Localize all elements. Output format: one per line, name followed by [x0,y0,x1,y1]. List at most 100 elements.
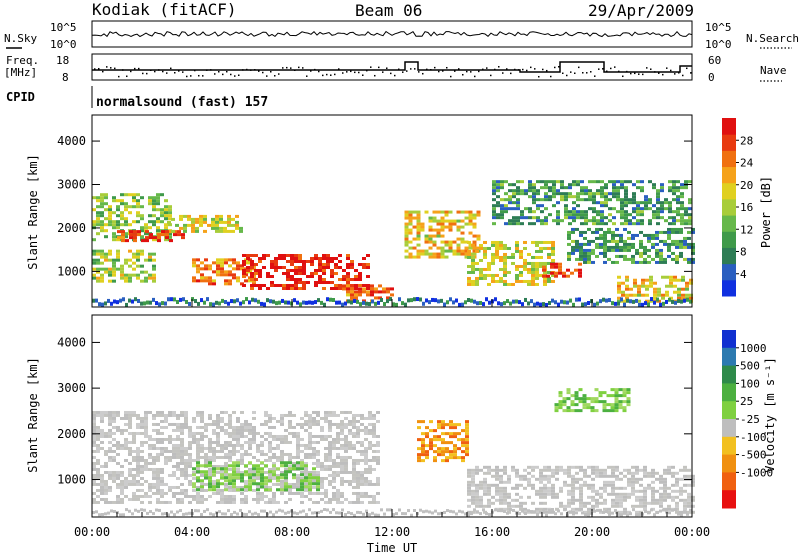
velocity-cell [120,479,124,483]
velocity-cell [120,470,124,474]
nave-dot [154,70,156,73]
power-cell [639,254,643,258]
power-cell [191,223,195,227]
power-cell [487,261,491,265]
power-cell [100,276,104,280]
power-cell [649,284,653,288]
velocity-cell [116,476,120,480]
velocity-cell [316,422,320,426]
velocity-cell [316,434,320,438]
power-cell [507,282,511,286]
velocity-cell [591,504,595,508]
velocity-cell [108,470,112,474]
power-cell [347,299,350,304]
velocity-cell [655,477,659,481]
velocity-cell [272,452,276,456]
velocity-cell [128,419,132,423]
velocity-cell [212,431,216,435]
velocity-cell [212,491,216,495]
velocity-cell [335,511,338,515]
power-cell [199,220,203,224]
power-cell [326,260,330,264]
velocity-colorbar-swatch [722,330,736,349]
velocity-colorbar-swatch [722,419,736,438]
power-cell [548,195,552,199]
power-cell [104,267,108,271]
nave-dot [602,68,604,70]
power-cell [471,255,475,259]
velocity-cell [220,470,224,474]
power-cell [647,254,651,258]
power-cell [179,297,182,302]
velocity-cell [328,413,332,417]
power-cell [424,240,429,244]
velocity-cell [499,501,503,505]
power-cell [318,257,322,261]
power-cell [294,281,298,285]
power-cell [588,195,592,199]
power-cell [669,275,673,279]
velocity-cell [296,476,300,480]
velocity-cell [180,467,184,471]
velocity-cell [376,476,380,480]
velocity-cell [376,500,380,504]
velocity-cell [595,471,599,475]
power-cell [468,231,473,235]
power-cell [362,263,366,267]
power-cell [200,276,204,280]
velocity-cell [146,511,149,515]
power-cell [491,261,495,265]
velocity-cell [344,416,348,420]
power-cell [507,255,511,259]
power-cell [583,230,587,234]
velocity-cell [348,500,352,504]
power-cell [223,220,227,224]
power-cell [519,252,523,256]
power-cell [203,220,207,224]
power-cell [644,201,648,205]
power-cell [223,226,227,230]
power-cell [579,245,583,249]
velocity-cell [599,474,603,478]
velocity-cell [300,491,304,495]
velocity-cell [284,485,288,489]
power-cell [527,301,530,306]
power-cell [440,228,445,232]
power-cell [516,180,520,184]
velocity-cell [160,470,164,474]
velocity-cell [204,434,208,438]
velocity-cell [465,447,469,451]
velocity-cell [332,437,336,441]
velocity-cell [368,422,372,426]
velocity-cell [563,483,567,487]
velocity-cell [332,410,336,414]
velocity-cell [172,428,176,432]
power-cell [437,299,440,304]
power-cell [254,272,258,276]
power-cell [515,240,519,244]
velocity-cell [614,397,619,401]
power-cell [636,180,640,184]
power-cell [366,266,370,270]
power-cell [471,279,475,283]
power-cell [108,211,112,215]
velocity-cell [683,501,687,505]
power-cell [531,264,535,268]
velocity-cell [280,434,284,438]
velocity-cell [116,482,120,486]
velocity-cell [220,416,224,420]
power-ytick-label: 3000 [57,178,86,192]
power-cell [128,211,132,215]
power-cell [647,233,651,237]
power-cell [623,248,627,252]
power-cell [494,297,497,302]
velocity-cell [96,434,100,438]
velocity-cell [356,425,360,429]
velocity-cell [569,510,572,514]
power-cell [152,297,155,302]
power-cell [408,228,413,232]
velocity-cell [587,501,591,505]
power-cell [183,223,187,227]
power-cell [358,278,362,282]
nave-dot [486,67,488,69]
